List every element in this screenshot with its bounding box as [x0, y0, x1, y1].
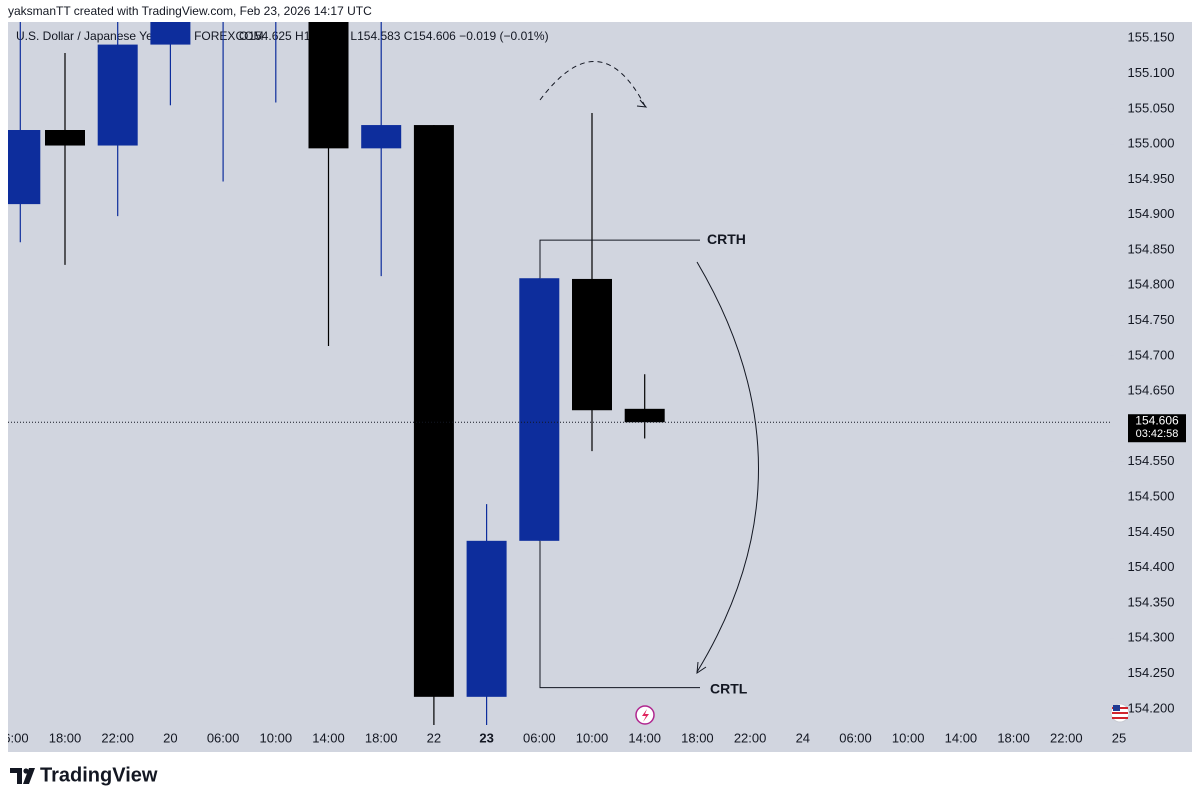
- x-tick-label: 06:00: [523, 730, 556, 745]
- brand-name: TradingView: [40, 764, 158, 786]
- y-tick-label: 154.700: [1128, 347, 1175, 362]
- y-tick-label: 154.950: [1128, 171, 1175, 186]
- y-tick-label: 155.100: [1128, 65, 1175, 80]
- x-tick-label: 20: [163, 730, 177, 745]
- x-tick-label: 10:00: [260, 730, 293, 745]
- flag-canton: [1113, 705, 1120, 711]
- x-tick-label: 23: [479, 730, 493, 745]
- flag-stripe: [1112, 717, 1128, 719]
- x-tick-label: 14:00: [628, 730, 661, 745]
- flag-stripe: [1112, 712, 1128, 714]
- price-axis: 154.200 154.250 154.300 154.350 154.400 154.4…: [1110, 30, 1186, 715]
- chart-title: U.S. Dollar / Japanese Yen · 4h · FOREXC…: [16, 29, 263, 43]
- x-tick-label: 22:00: [1050, 730, 1083, 745]
- countdown-label: 03:42:58: [1136, 428, 1179, 440]
- curved-arrow: [696, 261, 759, 673]
- y-tick-label: 154.850: [1128, 241, 1175, 256]
- x-tick-label: 18:00: [997, 730, 1030, 745]
- x-tick-label: 14:00: [312, 730, 345, 745]
- y-tick-label: 155.050: [1128, 100, 1175, 115]
- annotation: CRTL: [710, 680, 748, 696]
- y-tick-label: 154.550: [1128, 453, 1175, 468]
- candle-body: [413, 125, 454, 697]
- last-price-label: 154.606: [1135, 413, 1179, 427]
- x-tick-label: 25: [1112, 730, 1126, 745]
- x-tick-label: 24: [796, 730, 810, 745]
- y-tick-label: 154.650: [1128, 383, 1175, 398]
- y-tick-label: 154.300: [1128, 630, 1175, 645]
- y-tick-label: 154.750: [1128, 312, 1175, 327]
- candle-body: [624, 408, 665, 423]
- ohlc-summary: O154.625 H154.674 L154.583 C154.606 −0.0…: [239, 29, 549, 43]
- y-tick-label: 154.450: [1128, 524, 1175, 539]
- y-tick-label: 154.500: [1128, 488, 1175, 503]
- x-tick-label: 18:00: [49, 730, 82, 745]
- candle-body: [8, 130, 41, 205]
- x-tick-label: 10:00: [576, 730, 609, 745]
- x-tick-label: 10:00: [892, 730, 925, 745]
- y-tick-label: 154.350: [1128, 594, 1175, 609]
- arrow-head: [636, 99, 648, 108]
- candle-body: [519, 278, 560, 541]
- candle-body: [361, 125, 402, 149]
- dashed-arrow: [539, 61, 646, 107]
- time-axis: 06:00 18:00 22:00 20 06:00 10:00 14:00 18:00 22 2…: [0, 730, 1126, 745]
- event-bolt: [642, 709, 649, 722]
- candle-body: [97, 44, 138, 146]
- y-tick-label: 154.200: [1128, 700, 1175, 715]
- x-tick-label: 22:00: [734, 730, 767, 745]
- x-tick-label: 22: [427, 730, 441, 745]
- y-tick-label: 154.800: [1128, 277, 1175, 292]
- y-tick-label: 154.250: [1128, 665, 1175, 680]
- plot-area: U.S. Dollar / Japanese Yen · 4h · FOREXC…: [8, 0, 1110, 726]
- x-tick-label: 22:00: [101, 730, 134, 745]
- candle-body: [203, 0, 243, 3]
- x-tick-label: 06:00: [207, 730, 240, 745]
- credit: yaksmanTT created with TradingView.com, …: [8, 4, 372, 18]
- brand-logo: [10, 768, 35, 784]
- x-tick-label: 18:00: [365, 730, 398, 745]
- last-price-box: [1128, 414, 1186, 443]
- x-tick-label: 06:00: [839, 730, 872, 745]
- annotation: CRTH: [707, 231, 746, 247]
- y-tick-label: 154.400: [1128, 559, 1175, 574]
- candle-body: [308, 22, 349, 149]
- crt-bracket: [539, 239, 700, 689]
- x-tick-label: 14:00: [945, 730, 978, 745]
- candle-body: [150, 22, 191, 45]
- y-tick-label: 154.900: [1128, 206, 1175, 221]
- y-tick-label: 155.150: [1128, 30, 1175, 45]
- x-tick-label: 06:00: [0, 730, 29, 745]
- candle-body: [572, 278, 612, 411]
- y-tick-label: 155.000: [1128, 136, 1175, 151]
- candle-body: [466, 540, 507, 697]
- candle-body: [45, 130, 85, 146]
- x-tick-label: 18:00: [681, 730, 714, 745]
- arrow-head: [696, 661, 707, 674]
